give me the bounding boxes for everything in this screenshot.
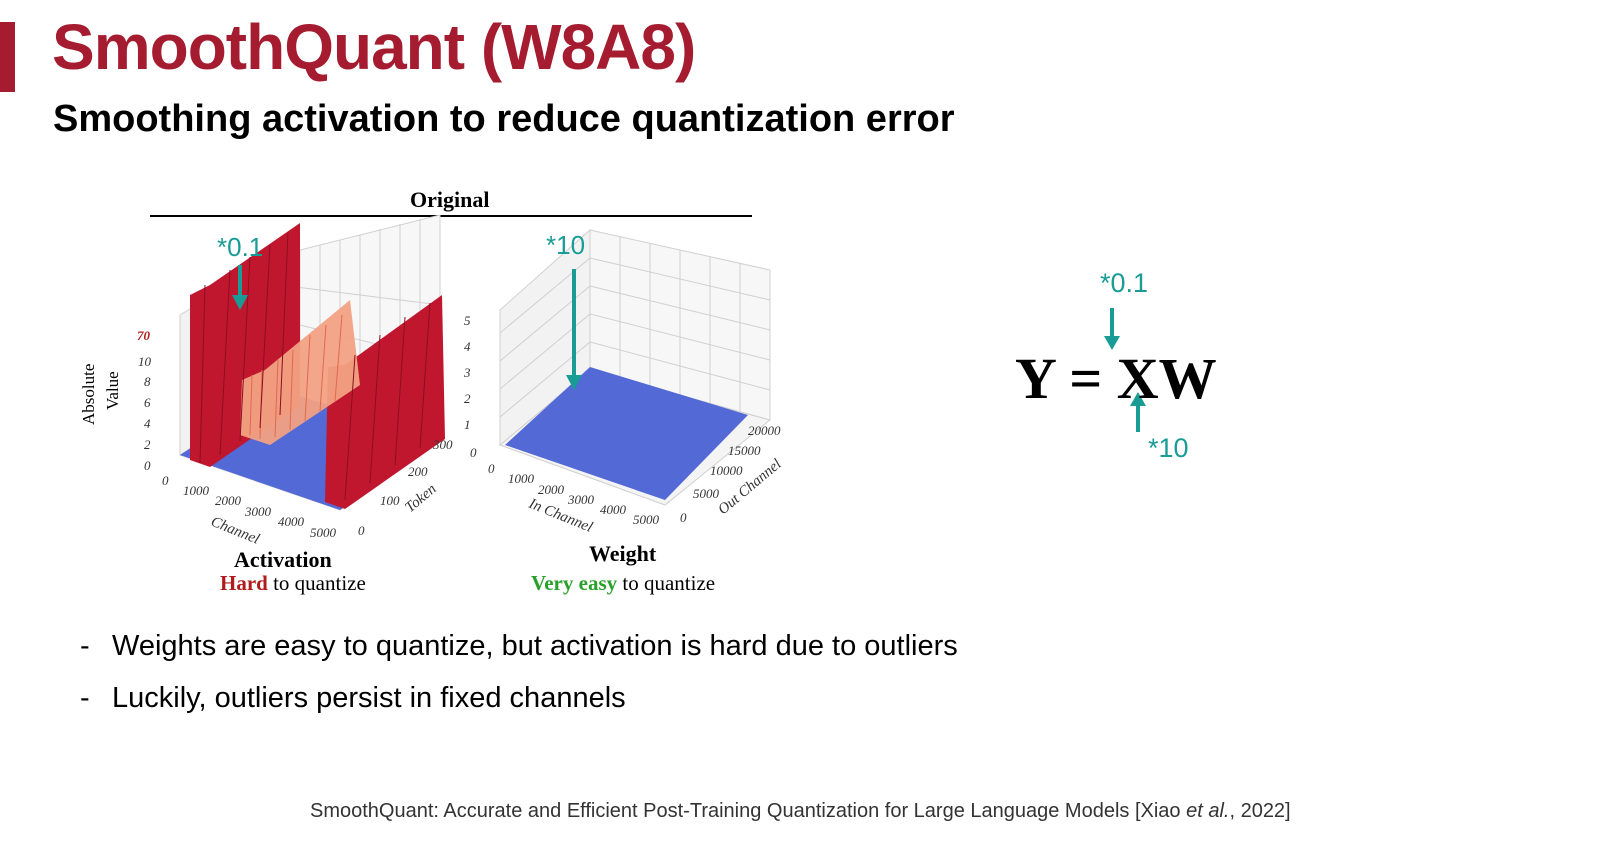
y-tick: 0 [680,510,687,525]
x-tick: 5000 [310,525,337,540]
activation-x-ticks: 0 1000 2000 3000 4000 5000 [162,473,337,540]
figure-scale-arrows [232,265,582,390]
weight-scale-label: *10 [546,230,586,260]
y-tick: 100 [380,493,400,508]
figure-plots: 70 0 2 4 6 8 10 0 1000 2000 3000 4000 50… [80,214,785,548]
z-tick: 1 [464,417,471,432]
z-tick: 5 [464,313,471,328]
equation-scale-down: *10 [1148,433,1189,463]
y-tick: 10000 [710,463,743,478]
weight-x-ticks: 0 1000 2000 3000 4000 5000 [488,461,660,527]
z-tick: 6 [144,395,151,410]
figure-heading: Original [410,187,490,212]
equation-scale-up: *0.1 [1100,268,1149,298]
activation-caption: Hard to quantize [220,571,366,596]
x-tick: 0 [162,473,169,488]
bullet-dash: - [80,630,90,662]
activation-outlier-wall-2 [325,295,445,509]
slide-subtitle: Smoothing activation to reduce quantizat… [53,98,955,140]
activation-mid-channels [240,300,360,445]
y-tick: 5000 [693,486,720,501]
x-tick: 2000 [215,493,242,508]
activation-outlier-spikes [199,232,431,501]
y-tick: 20000 [748,423,781,438]
x-tick: 4000 [278,514,305,529]
x-tick: 3000 [244,504,272,519]
z-tick: 0 [470,445,477,460]
up-arrow-head [1130,392,1146,406]
bullet-text: Luckily, outliers persist in fixed chann… [112,682,626,714]
activation-scale-label: *0.1 [217,232,264,262]
activation-y-ticks: 0 100 200 300 [358,437,453,538]
citation-italic: et al. [1186,800,1230,822]
weight-surface [505,367,748,500]
z-tick: 8 [144,374,151,389]
activation-label: Activation [234,547,332,572]
weight-label: Weight [589,541,657,566]
slide-title: SmoothQuant (W8A8) [52,11,696,83]
x-tick: 4000 [600,502,627,517]
y-tick: 0 [358,523,365,538]
activation-z-label-2: Value [103,371,122,410]
equation: Y = XW [1015,346,1217,411]
weight-caption-strong: Very easy [531,571,618,595]
x-tick: 0 [488,461,495,476]
activation-caption-rest: to quantize [267,571,366,595]
weight-caption-rest: to quantize [617,571,716,595]
z-tick: 3 [463,365,471,380]
x-tick: 3000 [567,492,595,507]
title-accent-bar [0,22,15,92]
activation-z-outlier-tick: 70 [137,328,151,343]
bullet-dash: - [80,682,90,714]
citation-end: , 2022] [1229,800,1291,822]
activation-z-label-1: Absolute [80,364,98,425]
activation-caption-strong: Hard [220,571,268,595]
weight-caption: Very easy to quantize [531,571,715,596]
weight-y-ticks: 0 5000 10000 15000 20000 [680,423,781,525]
weight-z-ticks: 0 1 2 3 4 5 [463,313,477,460]
x-tick: 2000 [538,482,565,497]
citation-footer: SmoothQuant: Accurate and Efficient Post… [310,800,1291,823]
activation-weight-figure: 70 0 2 4 6 8 10 0 1000 2000 3000 4000 50… [80,185,820,625]
y-tick: 200 [408,464,428,479]
activation-y-label: Token [402,481,439,516]
y-tick: 300 [432,437,453,452]
activation-z-ticks: 0 2 4 6 8 10 [138,354,152,473]
x-tick: 5000 [633,512,660,527]
activation-arrow-head [232,295,248,310]
z-tick: 4 [144,416,151,431]
x-tick: 1000 [183,483,210,498]
z-tick: 4 [464,339,471,354]
y-tick: 15000 [728,443,761,458]
down-arrow-head [1104,336,1120,350]
x-tick: 1000 [508,471,535,486]
weight-arrow-head [566,375,582,390]
z-tick: 10 [138,354,152,369]
z-tick: 2 [144,437,151,452]
citation-text: SmoothQuant: Accurate and Efficient Post… [310,800,1187,822]
bullet-text: Weights are easy to quantize, but activa… [112,630,958,662]
activation-mid-spikes [249,314,343,440]
z-tick: 2 [464,391,471,406]
equation-arrows [1104,308,1146,432]
z-tick: 0 [144,458,151,473]
